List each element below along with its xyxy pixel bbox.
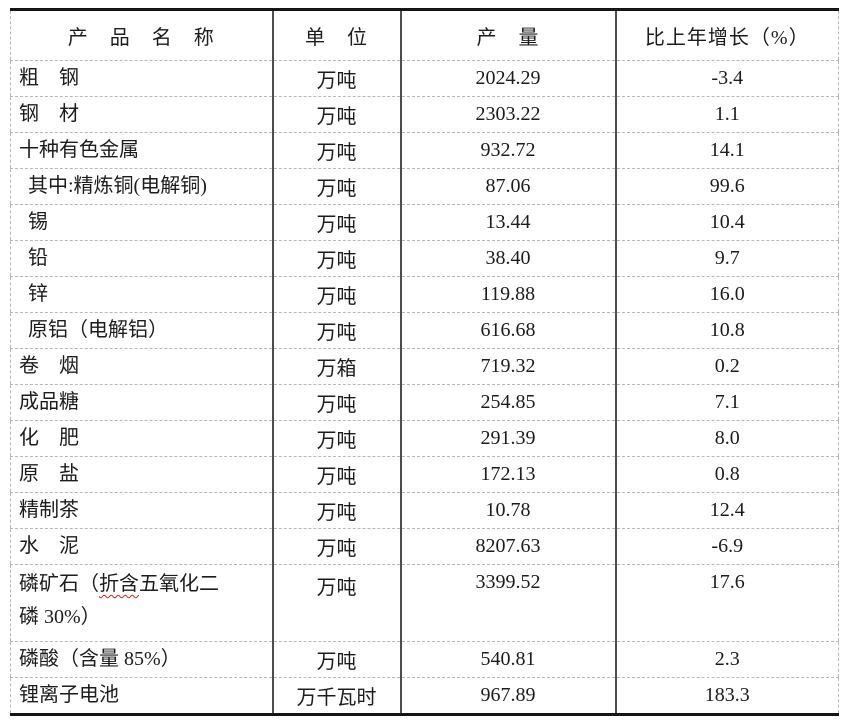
growth-value-cell: 14.1 bbox=[615, 132, 839, 169]
table-row: 钢 材万吨 2303.22 1.1 bbox=[10, 96, 839, 133]
output-value-cell: 967.89 bbox=[400, 677, 617, 715]
growth-value-cell: 12.4 bbox=[615, 492, 839, 529]
growth-value-cell: 99.6 bbox=[615, 168, 839, 205]
table-row: 铅万吨 38.40 9.7 bbox=[10, 240, 839, 277]
table-row: 十种有色金属 万吨 932.72 14.1 bbox=[10, 132, 839, 169]
table-row: 精制茶 万吨 10.78 12.4 bbox=[10, 492, 839, 529]
unit-cell: 万吨 bbox=[272, 312, 402, 349]
product-name-cell: 水 泥 bbox=[10, 528, 274, 565]
output-value-cell: 13.44 bbox=[400, 204, 617, 241]
unit-cell: 万吨 bbox=[272, 96, 402, 133]
header-output: 产 量 bbox=[400, 9, 617, 61]
spellcheck-underline-text: 折含 bbox=[99, 573, 139, 595]
production-statistics-table: 产 品 名 称 单 位 产 量 比上年增长（%） 粗 钢万吨 2024.29 -3.… bbox=[10, 8, 839, 716]
output-value-cell: 8207.63 bbox=[400, 528, 617, 565]
output-value-cell: 38.40 bbox=[400, 240, 617, 277]
unit-cell: 万吨 bbox=[272, 456, 402, 493]
output-value-cell: 2024.29 bbox=[400, 60, 617, 97]
growth-value-cell: 10.8 bbox=[615, 312, 839, 349]
product-name-cell: 精制茶 bbox=[10, 492, 274, 529]
product-name-cell: 磷酸（含量 85%） bbox=[10, 641, 274, 678]
output-value-cell: 254.85 bbox=[400, 384, 617, 421]
table-row: 水 泥万吨 8207.63 -6.9 bbox=[10, 528, 839, 565]
unit-cell: 万箱 bbox=[272, 348, 402, 385]
growth-value-cell: 10.4 bbox=[615, 204, 839, 241]
unit-cell: 万吨 bbox=[272, 168, 402, 205]
growth-value-cell: 17.6 bbox=[615, 564, 839, 642]
product-name-cell: 其中:精炼铜(电解铜) bbox=[10, 168, 274, 205]
product-name-text: 磷矿石（ bbox=[19, 573, 99, 595]
product-name-cell: 磷矿石（折含五氧化二 磷 30%） bbox=[10, 564, 274, 642]
product-name-cell: 锌 bbox=[10, 276, 274, 313]
output-value-cell: 10.78 bbox=[400, 492, 617, 529]
unit-cell: 万吨 bbox=[272, 641, 402, 678]
growth-value-cell: 7.1 bbox=[615, 384, 839, 421]
table-row: 粗 钢万吨 2024.29 -3.4 bbox=[10, 60, 839, 97]
unit-cell: 万吨 bbox=[272, 276, 402, 313]
output-value-cell: 540.81 bbox=[400, 641, 617, 678]
table-row: 锡万吨 13.44 10.4 bbox=[10, 204, 839, 241]
unit-cell: 万吨 bbox=[272, 132, 402, 169]
growth-value-cell: 0.8 bbox=[615, 456, 839, 493]
unit-cell: 万吨 bbox=[272, 204, 402, 241]
product-name-cell: 锡 bbox=[10, 204, 274, 241]
table-row: 化 肥万吨 291.39 8.0 bbox=[10, 420, 839, 457]
growth-value-cell: 8.0 bbox=[615, 420, 839, 457]
unit-cell: 万吨 bbox=[272, 384, 402, 421]
output-value-cell: 119.88 bbox=[400, 276, 617, 313]
table-body: 粗 钢万吨 2024.29 -3.4 钢 材万吨 2303.22 1.1 十种有色金属 万吨 9… bbox=[10, 60, 839, 715]
product-name-cell: 锂离子电池 bbox=[10, 677, 274, 715]
output-value-cell: 719.32 bbox=[400, 348, 617, 385]
product-name-cell: 原 盐 bbox=[10, 456, 274, 493]
unit-cell: 万千瓦时 bbox=[272, 677, 402, 715]
growth-value-cell: 183.3 bbox=[704, 684, 750, 706]
header-growth: 比上年增长（%） bbox=[615, 9, 839, 61]
table-row: 锌万吨 119.88 16.0 bbox=[10, 276, 839, 313]
table-row: 锂离子电池 万千瓦时 967.89 183.3 bbox=[10, 677, 839, 715]
unit-cell: 万吨 bbox=[272, 564, 402, 642]
table-row: 原铝（电解铝） 万吨 616.68 10.8 bbox=[10, 312, 839, 349]
product-name-cell: 卷 烟 bbox=[10, 348, 274, 385]
growth-value-cell: -3.4 bbox=[615, 60, 839, 97]
output-value-cell: 616.68 bbox=[400, 312, 617, 349]
product-name-text: 五氧化二 磷 30%） bbox=[19, 573, 219, 628]
growth-value-cell: 2.3 bbox=[615, 641, 839, 678]
product-name-cell: 粗 钢 bbox=[10, 60, 274, 97]
output-value-cell: 932.72 bbox=[400, 132, 617, 169]
product-name-cell: 钢 材 bbox=[10, 96, 274, 133]
growth-value-cell: 1.1 bbox=[615, 96, 839, 133]
header-unit: 单 位 bbox=[272, 9, 402, 61]
output-value-cell: 2303.22 bbox=[400, 96, 617, 133]
unit-cell: 万吨 bbox=[272, 60, 402, 97]
unit-cell: 万吨 bbox=[272, 492, 402, 529]
growth-value-cell: 0.2 bbox=[615, 348, 839, 385]
unit-cell: 万吨 bbox=[272, 528, 402, 565]
product-name-cell: 原铝（电解铝） bbox=[10, 312, 274, 349]
table-row: 成品糖 万吨 254.85 7.1 bbox=[10, 384, 839, 421]
product-name-cell: 化 肥 bbox=[10, 420, 274, 457]
growth-value-cell: 16.0 bbox=[615, 276, 839, 313]
table-row: 原 盐万吨 172.13 0.8 bbox=[10, 456, 839, 493]
table-row: 磷酸（含量 85%） 万吨 540.81 2.3 bbox=[10, 641, 839, 678]
table-row: 磷矿石（折含五氧化二 磷 30%） 万吨 3399.52 17.6 bbox=[10, 564, 839, 642]
product-name-cell: 成品糖 bbox=[10, 384, 274, 421]
growth-value-cell: 9.7 bbox=[615, 240, 839, 277]
product-name-cell: 十种有色金属 bbox=[10, 132, 274, 169]
output-value-cell: 3399.52 bbox=[400, 564, 617, 642]
output-value-cell: 87.06 bbox=[400, 168, 617, 205]
output-value-cell: 172.13 bbox=[400, 456, 617, 493]
unit-cell: 万吨 bbox=[272, 420, 402, 457]
table-row: 卷 烟万箱 719.32 0.2 bbox=[10, 348, 839, 385]
output-value-cell: 291.39 bbox=[400, 420, 617, 457]
growth-value-cell: -6.9 bbox=[615, 528, 839, 565]
product-name-cell: 铅 bbox=[10, 240, 274, 277]
header-product-name: 产 品 名 称 bbox=[10, 9, 274, 61]
table-row: 其中:精炼铜(电解铜) 万吨 87.06 99.6 bbox=[10, 168, 839, 205]
header-row: 产 品 名 称 单 位 产 量 比上年增长（%） bbox=[10, 9, 839, 61]
unit-cell: 万吨 bbox=[272, 240, 402, 277]
